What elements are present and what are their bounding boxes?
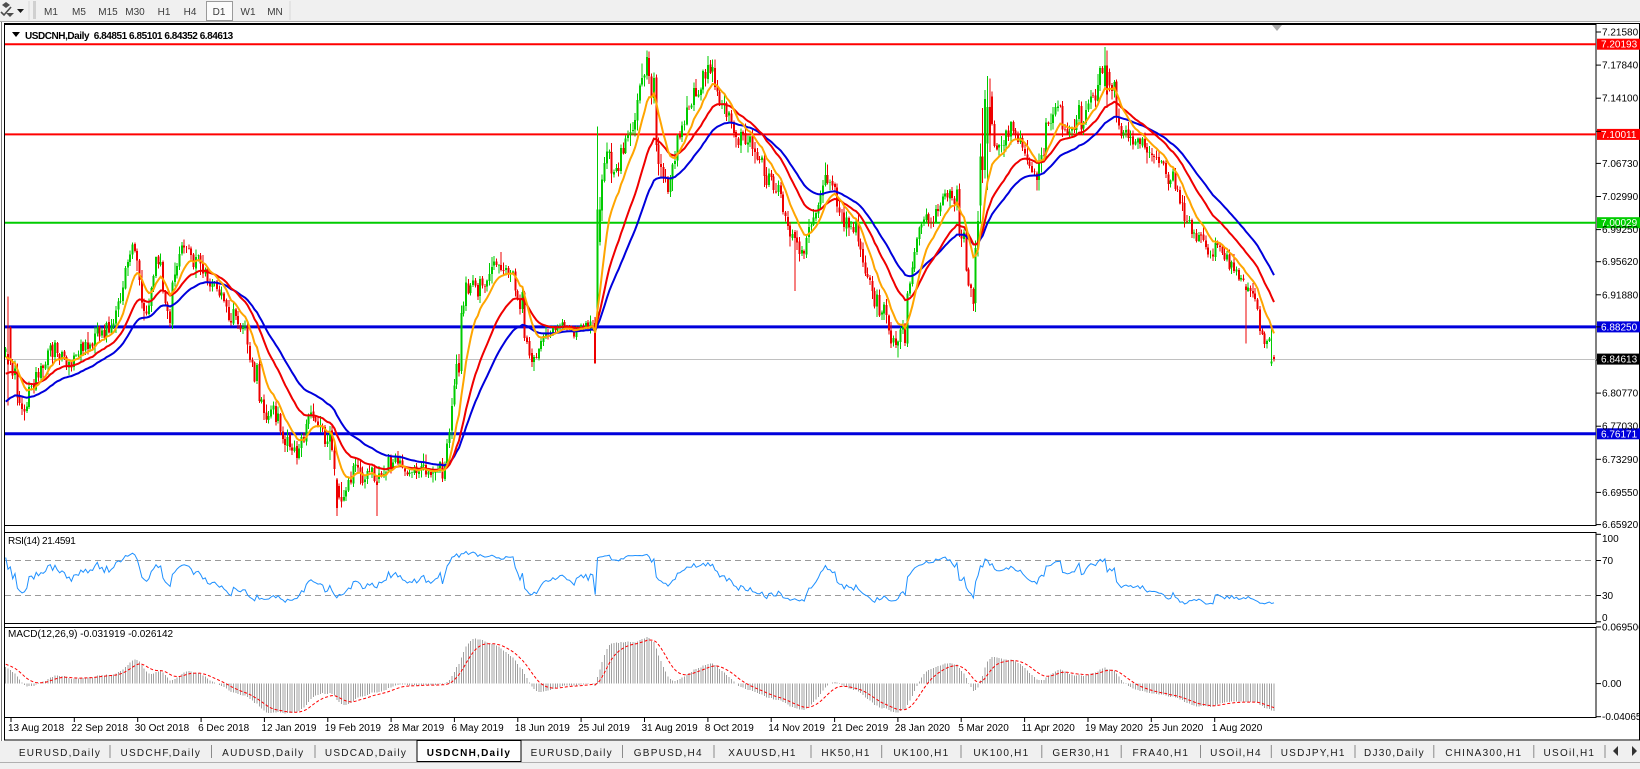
svg-text:25 Jul 2019: 25 Jul 2019 xyxy=(578,723,630,734)
svg-text:21 Dec 2019: 21 Dec 2019 xyxy=(832,723,889,734)
svg-text:UK100,H1: UK100,H1 xyxy=(893,748,949,759)
svg-text:6.84613: 6.84613 xyxy=(1601,355,1638,366)
svg-text:100: 100 xyxy=(1602,534,1619,545)
svg-text:7.14100: 7.14100 xyxy=(1602,94,1639,105)
svg-text:22 Sep 2018: 22 Sep 2018 xyxy=(71,723,128,734)
svg-text:12 Jan 2019: 12 Jan 2019 xyxy=(261,723,316,734)
svg-text:6.80770: 6.80770 xyxy=(1602,389,1639,400)
svg-text:RSI(14) 21.4591: RSI(14) 21.4591 xyxy=(8,536,76,547)
svg-text:30: 30 xyxy=(1602,591,1614,602)
svg-text:USDCNH,Daily: USDCNH,Daily xyxy=(427,748,511,759)
svg-text:D1: D1 xyxy=(213,7,226,18)
svg-text:HK50,H1: HK50,H1 xyxy=(821,748,870,759)
svg-text:USDJPY,H1: USDJPY,H1 xyxy=(1281,748,1346,759)
svg-text:8 Oct 2019: 8 Oct 2019 xyxy=(705,723,754,734)
svg-text:6.99250: 6.99250 xyxy=(1602,225,1639,236)
svg-text:6.65920: 6.65920 xyxy=(1602,520,1639,531)
svg-text:6 Dec 2018: 6 Dec 2018 xyxy=(198,723,250,734)
svg-text:6.69550: 6.69550 xyxy=(1602,488,1639,499)
svg-text:7.21580: 7.21580 xyxy=(1602,28,1639,39)
svg-text:5 Mar 2020: 5 Mar 2020 xyxy=(958,723,1009,734)
svg-text:EURUSD,Daily: EURUSD,Daily xyxy=(531,748,613,759)
svg-text:6.77030: 6.77030 xyxy=(1602,422,1639,433)
svg-text:7.20193: 7.20193 xyxy=(1601,40,1638,51)
svg-text:M15: M15 xyxy=(98,7,118,18)
svg-text:6 May 2019: 6 May 2019 xyxy=(451,723,504,734)
svg-text:USDCHF,Daily: USDCHF,Daily xyxy=(121,748,202,759)
svg-text:7.10011: 7.10011 xyxy=(1601,130,1637,141)
svg-text:M30: M30 xyxy=(125,7,145,18)
svg-text:7.06730: 7.06730 xyxy=(1602,159,1639,170)
svg-text:CHINA300,H1: CHINA300,H1 xyxy=(1445,748,1522,759)
svg-text:USDCAD,Daily: USDCAD,Daily xyxy=(325,748,407,759)
svg-text:M5: M5 xyxy=(72,7,86,18)
svg-text:USDCNH,Daily 6.84851 6.85101: USDCNH,Daily 6.84851 6.85101 6.84352 6.8… xyxy=(25,31,234,42)
svg-text:0: 0 xyxy=(1602,613,1608,624)
svg-text:GBPUSD,H4: GBPUSD,H4 xyxy=(634,748,703,759)
svg-text:FRA40,H1: FRA40,H1 xyxy=(1133,748,1190,759)
svg-text:30 Oct 2018: 30 Oct 2018 xyxy=(135,723,190,734)
svg-text:28 Mar 2019: 28 Mar 2019 xyxy=(388,723,445,734)
svg-text:6.76171: 6.76171 xyxy=(1601,429,1638,440)
svg-text:6.95620: 6.95620 xyxy=(1602,257,1639,268)
svg-text:7.17840: 7.17840 xyxy=(1602,61,1639,72)
svg-text:31 Aug 2019: 31 Aug 2019 xyxy=(642,723,699,734)
svg-text:UK100,H1: UK100,H1 xyxy=(973,748,1029,759)
svg-text:-0.040655: -0.040655 xyxy=(1602,712,1640,723)
svg-text:XAUUSD,H1: XAUUSD,H1 xyxy=(728,748,797,759)
svg-text:USOil,H4: USOil,H4 xyxy=(1210,748,1262,759)
svg-text:14 Nov 2019: 14 Nov 2019 xyxy=(768,723,825,734)
svg-text:6.91880: 6.91880 xyxy=(1602,290,1639,301)
svg-text:0.00: 0.00 xyxy=(1602,679,1622,690)
svg-text:1 Aug 2020: 1 Aug 2020 xyxy=(1212,723,1263,734)
svg-text:M1: M1 xyxy=(44,7,58,18)
svg-text:25 Jun 2020: 25 Jun 2020 xyxy=(1148,723,1203,734)
svg-text:AUDUSD,Daily: AUDUSD,Daily xyxy=(222,748,304,759)
svg-text:28 Jan 2020: 28 Jan 2020 xyxy=(895,723,950,734)
svg-text:18 Jun 2019: 18 Jun 2019 xyxy=(515,723,570,734)
svg-text:19 May 2020: 19 May 2020 xyxy=(1085,723,1143,734)
svg-text:6.73290: 6.73290 xyxy=(1602,455,1639,466)
svg-text:H4: H4 xyxy=(184,7,197,18)
svg-text:DJ30,Daily: DJ30,Daily xyxy=(1364,748,1425,759)
svg-text:7.00029: 7.00029 xyxy=(1601,218,1638,229)
svg-text:EURUSD,Daily: EURUSD,Daily xyxy=(19,748,101,759)
svg-text:19 Feb 2019: 19 Feb 2019 xyxy=(325,723,382,734)
svg-text:13 Aug 2018: 13 Aug 2018 xyxy=(8,723,65,734)
svg-text:7.02990: 7.02990 xyxy=(1602,192,1639,203)
svg-text:0.069506: 0.069506 xyxy=(1602,623,1640,634)
svg-text:H1: H1 xyxy=(158,7,171,18)
svg-text:11 Apr 2020: 11 Apr 2020 xyxy=(1022,723,1076,734)
svg-text:MN: MN xyxy=(267,7,283,18)
svg-text:W1: W1 xyxy=(241,7,256,18)
svg-text:6.88250: 6.88250 xyxy=(1601,322,1638,333)
svg-text:USOil,H1: USOil,H1 xyxy=(1544,748,1596,759)
svg-text:70: 70 xyxy=(1602,556,1614,567)
svg-text:GER30,H1: GER30,H1 xyxy=(1052,748,1110,759)
svg-text:MACD(12,26,9) -0.031919 -0.026: MACD(12,26,9) -0.031919 -0.026142 xyxy=(8,629,174,640)
